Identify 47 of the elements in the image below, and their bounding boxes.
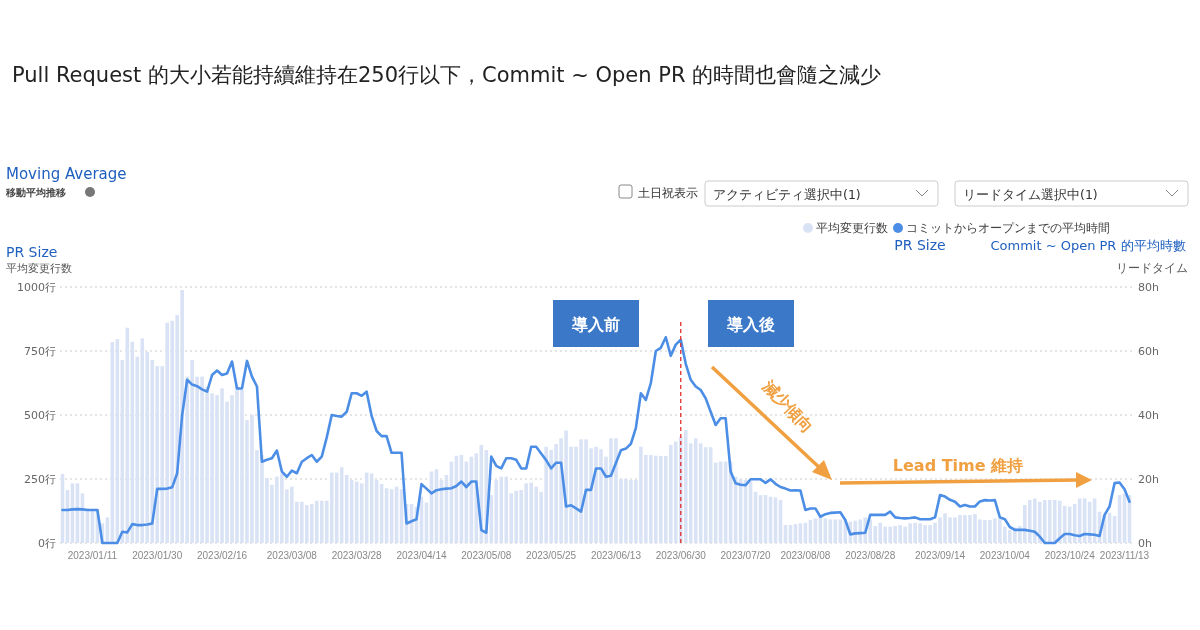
x-tick-label: 2023/06/13 bbox=[590, 550, 642, 561]
x-tick-label: 2023/04/14 bbox=[396, 550, 447, 561]
text: リードタイム選択中(1) bbox=[963, 187, 1098, 202]
x-tick-label: 2023/08/28 bbox=[845, 550, 896, 561]
line-series bbox=[61, 335, 1131, 545]
x-tick-label: 2023/11/13 bbox=[1099, 550, 1150, 561]
x-tick-label: 2023/05/08 bbox=[461, 550, 512, 561]
x-tick-label: 2023/09/14 bbox=[915, 550, 966, 561]
x-tick-label: 2023/06/30 bbox=[655, 550, 707, 561]
x-tick-label: 2023/01/11 bbox=[67, 550, 118, 561]
x-tick-label: 2023/08/08 bbox=[780, 550, 831, 561]
y-tick-label: 500行 bbox=[24, 409, 56, 422]
annotation: 減少傾向 bbox=[758, 375, 817, 437]
y-tick-label: 250行 bbox=[24, 473, 56, 486]
text: アクティビティ選択中(1) bbox=[713, 187, 861, 202]
text: 土日祝表示 bbox=[638, 186, 698, 200]
y-axis-title: 平均変更行数 bbox=[6, 262, 72, 275]
chart-title: Pull Request 的大小若能持續維持在250行以下，Commit ~ Open PR 的時間也會隨之減少 bbox=[12, 63, 882, 87]
y2-axis-title: リードタイム bbox=[1116, 261, 1188, 275]
x-tick-label: 2023/10/04 bbox=[979, 550, 1031, 561]
x-tick-label: 2023/03/08 bbox=[266, 550, 318, 561]
x-tick-label: 2023/05/25 bbox=[526, 550, 577, 561]
y-tick-label: 750行 bbox=[24, 345, 56, 358]
x-tick-label: 2023/02/16 bbox=[197, 550, 248, 561]
y-tick-label: 0行 bbox=[38, 537, 56, 550]
x-tick-label: 2023/03/28 bbox=[331, 550, 383, 561]
y2-tick-label: 20h bbox=[1138, 473, 1159, 486]
annotation: 導入後 bbox=[726, 315, 775, 334]
text: Moving Average bbox=[6, 165, 127, 183]
y2-tick-label: 80h bbox=[1138, 281, 1159, 294]
text: Commit ~ Open PR 的平均時數 bbox=[990, 238, 1186, 253]
y2-tick-label: 60h bbox=[1138, 345, 1159, 358]
bar bbox=[339, 467, 344, 543]
text: PR Size bbox=[6, 244, 58, 260]
x-tick-label: 2023/10/24 bbox=[1044, 550, 1096, 561]
annotation: Lead Time 維持 bbox=[892, 456, 1024, 475]
bar bbox=[1052, 499, 1057, 543]
y2-tick-label: 40h bbox=[1138, 409, 1159, 422]
legend-label: コミットからオープンまでの平均時間 bbox=[906, 221, 1110, 235]
text: PR Size bbox=[894, 237, 946, 253]
y2-tick-label: 0h bbox=[1138, 537, 1152, 550]
annotation: 導入前 bbox=[571, 315, 620, 334]
y-tick-label: 1000行 bbox=[17, 281, 56, 294]
x-tick-label: 2023/01/30 bbox=[132, 550, 183, 561]
legend-label: 平均変更行数 bbox=[816, 221, 888, 235]
x-tick-label: 2023/07/20 bbox=[720, 550, 772, 561]
text: 移動平均推移 bbox=[5, 187, 66, 198]
